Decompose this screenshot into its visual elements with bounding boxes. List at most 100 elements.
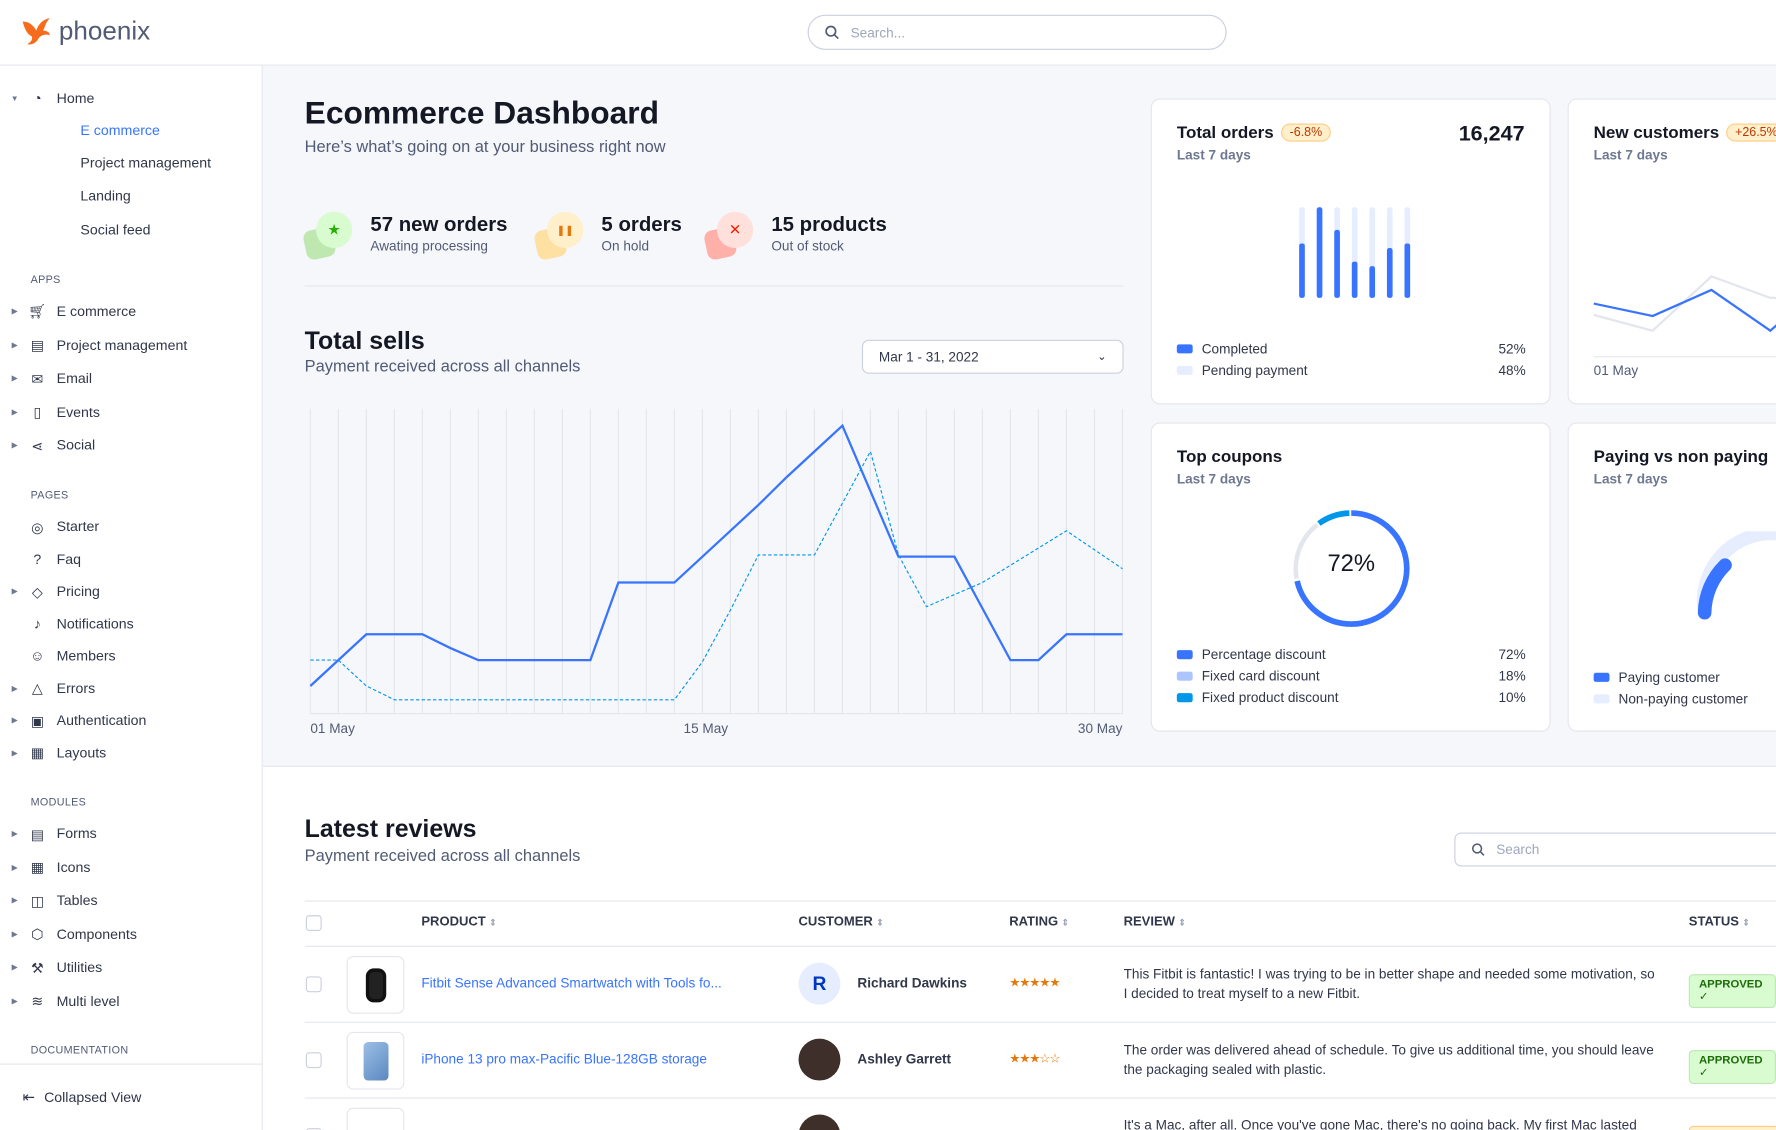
sidebar-item-project-management[interactable]: ▶ ▤ Project management [0,334,188,357]
previous-period-line [1593,275,1776,332]
total-orders-title: Total orders -6.8% [1177,123,1332,143]
sidebar-item-components[interactable]: ▶ ⬡ Components [0,923,137,946]
sidebar-item-e-commerce[interactable]: ▶ 🛒︎ E commerce [0,300,136,323]
caret-down-icon: ▼ [10,94,19,103]
rating-stars: ★★★☆☆ [1009,1052,1060,1066]
stat-1: ❚❚ 5 orders On hold [533,211,682,261]
row-checkbox[interactable] [305,1128,322,1130]
stat-title: 15 products [771,212,887,236]
product-link[interactable]: Fitbit Sense Advanced Smartwatch with To… [421,975,722,992]
sidebar-subitem-landing[interactable]: Landing [80,188,131,204]
legend-swatch [1176,365,1193,375]
date-range-value: Mar 1 - 31, 2022 [878,348,979,365]
sidebar-item-events[interactable]: ▶ ▯ Events [0,400,100,423]
caret-right-icon: ▶ [11,897,18,905]
sidebar-section-title: DOCUMENTATION [30,1044,129,1057]
sidebar-item-layouts[interactable]: ▶ ▦ Layouts [0,741,107,764]
sidebar-item-utilities[interactable]: ▶ ⚒ Utilities [0,956,103,979]
sidebar-item-label: Layouts [56,744,107,761]
global-search-input[interactable]: Search... [807,14,1227,50]
sidebar-item-forms[interactable]: ▶ ▤ Forms [0,822,97,845]
review-text: The order was delivered ahead of schedul… [1123,1042,1654,1078]
sidebar-item-starter[interactable]: ◎ Starter [0,515,99,538]
collapse-label: Collapsed View [44,1089,142,1106]
sidebar-item-members[interactable]: ☺ Members [0,644,116,667]
sidebar-item-authentication[interactable]: ▶ ▣ Authentication [0,709,147,732]
legend-value: 18% [1498,668,1526,685]
sidebar-subitem-e-commerce[interactable]: E commerce [80,122,160,139]
customer-avatar [798,1038,841,1081]
sidebar-item-label: Members [56,647,116,664]
caret-right-icon: ▶ [11,997,18,1006]
select-all-checkbox[interactable] [305,915,322,932]
customer-name[interactable]: Richard Dawkins [857,975,967,992]
date-range-select[interactable]: Mar 1 - 31, 2022 ⌄ [861,339,1124,374]
sidebar-item-label: Components [56,925,137,942]
reviews-subtitle: Payment received across all channels [304,847,581,866]
share-icon: ⋖ [31,437,44,454]
legend-item: Paying customer [1593,669,1776,686]
top-coupons-title: Top coupons [1176,447,1283,467]
sidebar-item-label: Notifications [56,615,134,632]
reviews-search-input[interactable]: Search [1454,832,1776,867]
legend-value: 10% [1498,689,1526,706]
sidebar-item-email[interactable]: ▶ ✉ Email [0,367,92,390]
sidebar-item-label: Tables [56,892,98,909]
stat-title: 5 orders [601,212,682,236]
sidebar-section-title: MODULES [30,796,87,809]
product-link[interactable]: iPhone 13 pro max-Pacific Blue-128GB sto… [421,1051,707,1067]
legend-label: Paying customer [1618,669,1720,686]
sidebar-item-home[interactable]: ▼ ◔ Home [0,87,95,110]
sort-icon: ⇕ [1742,917,1750,928]
sidebar-item-notifications[interactable]: ♪ Notifications [0,612,134,635]
sidebar-item-errors[interactable]: ▶ △ Errors [0,677,96,700]
pie-chart-icon: ◔ [33,90,42,107]
caret-right-icon: ▶ [11,963,18,972]
pause-icon: ❚❚ [533,211,590,261]
product-image[interactable] [346,1031,405,1090]
sidebar-item-pricing[interactable]: ▶ ◇ Pricing [0,580,100,603]
column-header-status[interactable]: STATUS ⇕ [1689,915,1750,929]
legend-item: Non-paying customer [1593,690,1776,707]
column-header-customer[interactable]: CUSTOMER ⇕ [799,915,884,929]
row-divider [304,1021,1776,1023]
column-header-review[interactable]: REVIEW ⇕ [1124,915,1186,929]
column-header-product[interactable]: PRODUCT ⇕ [421,915,496,929]
compass-icon: ◎ [31,519,44,536]
donut-slice [1293,510,1410,627]
status-badge: APPROVED ✓ [1688,1049,1776,1084]
column-header-rating[interactable]: RATING ⇕ [1009,915,1069,929]
legend-label: Non-paying customer [1618,690,1748,707]
caret-right-icon: ▶ [11,930,18,939]
column-label: RATING [1009,915,1059,929]
sidebar-item-label: Icons [56,859,91,875]
customer-name[interactable]: Ashley Garrett [857,1051,952,1067]
product-image[interactable] [346,955,405,1014]
caret-right-icon: ▶ [11,749,18,758]
sidebar-item-faq[interactable]: ? Faq [0,548,81,571]
legend-label: Fixed product discount [1201,689,1339,706]
sidebar-item-social[interactable]: ▶ ⋖ Social [0,434,96,457]
period-label: Last 7 days [1176,147,1251,164]
collapse-sidebar-button[interactable]: ⇤ Collapsed View [23,1086,142,1109]
product-image[interactable] [346,1107,405,1130]
sidebar-item-icons[interactable]: ▶ ▦ Icons [0,856,91,879]
donut-slice [1292,510,1410,627]
sidebar-item-multi-level[interactable]: ▶ ≋ Multi level [0,989,120,1012]
sidebar-section-title: PAGES [30,489,69,502]
layers-icon: ≋ [31,993,44,1010]
row-checkbox[interactable] [305,1052,322,1069]
sidebar-item-tables[interactable]: ▶ ◫ Tables [0,889,98,912]
bar-completed [1369,266,1376,298]
sidebar-item-label: Starter [56,518,100,535]
row-checkbox[interactable] [305,976,322,993]
total-orders-card: Total orders -6.8% Last 7 days 16,247 Com… [1150,98,1551,405]
logo[interactable]: phoenix [20,16,150,47]
total-sells-title: Total sells [304,326,425,355]
gauge-paying [1697,558,1732,620]
sidebar-subitem-social-feed[interactable]: Social feed [80,221,151,238]
sidebar-item-label: Email [56,370,93,387]
sidebar-subitem-project-management[interactable]: Project management [80,155,212,172]
x-icon: ✕ [702,211,760,261]
total-sells-subtitle: Payment received across all channels [304,357,581,377]
